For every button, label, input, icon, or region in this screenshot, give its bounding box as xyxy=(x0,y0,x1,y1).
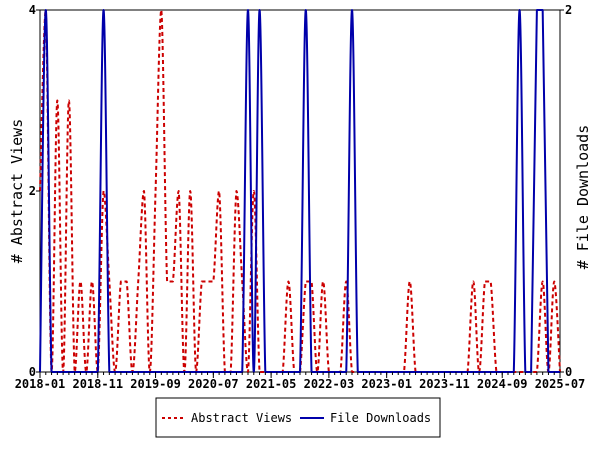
data-point-abstract-views xyxy=(167,281,168,282)
x-tick-label: 2020-07 xyxy=(188,377,239,391)
data-point-abstract-views xyxy=(120,281,121,282)
x-tick-label: 2023-01 xyxy=(361,377,412,391)
x-tick-label: 2019-09 xyxy=(130,377,181,391)
data-point-abstract-views xyxy=(219,190,220,191)
legend-box xyxy=(155,397,441,438)
data-point-file-downloads xyxy=(351,9,352,10)
data-point-abstract-views xyxy=(346,281,347,282)
data-point-abstract-views xyxy=(242,281,243,282)
left-tick-label: 0 xyxy=(29,365,36,379)
data-point-abstract-views xyxy=(161,9,162,10)
data-point-file-downloads xyxy=(536,9,537,10)
data-point-abstract-views xyxy=(178,190,179,191)
data-point-abstract-views xyxy=(201,281,202,282)
data-point-abstract-views xyxy=(109,281,110,282)
data-point-file-downloads xyxy=(103,9,104,10)
x-tick-label: 2021-05 xyxy=(246,377,297,391)
data-point-abstract-views xyxy=(190,190,191,191)
data-point-file-downloads xyxy=(542,9,543,10)
left-axis-label: # Abstract Views xyxy=(8,119,26,264)
data-point-file-downloads xyxy=(519,9,520,10)
data-point-abstract-views xyxy=(409,281,410,282)
data-point-abstract-views xyxy=(91,281,92,282)
right-tick-label: 2 xyxy=(565,3,572,17)
legend-label-file-downloads: File Downloads xyxy=(330,411,431,425)
data-point-file-downloads xyxy=(247,9,248,10)
data-point-abstract-views xyxy=(288,281,289,282)
data-point-abstract-views xyxy=(68,100,69,101)
x-tick-label: 2018-11 xyxy=(72,377,123,391)
data-point-file-downloads xyxy=(305,9,306,10)
legend: Abstract Views File Downloads xyxy=(155,397,441,438)
x-tick-label: 2025-07 xyxy=(535,377,586,391)
data-point-abstract-views xyxy=(305,281,306,282)
plot-frame xyxy=(39,9,561,373)
data-point-abstract-views xyxy=(172,281,173,282)
data-point-abstract-views xyxy=(542,281,543,282)
right-tick-label: 0 xyxy=(565,365,572,379)
left-tick-label: 2 xyxy=(29,184,36,198)
data-point-abstract-views xyxy=(311,281,312,282)
data-point-abstract-views xyxy=(213,281,214,282)
data-point-abstract-views xyxy=(155,190,156,191)
data-point-abstract-views xyxy=(473,281,474,282)
data-point-abstract-views xyxy=(554,281,555,282)
data-point-abstract-views xyxy=(143,190,144,191)
data-point-abstract-views xyxy=(236,190,237,191)
data-point-abstract-views xyxy=(103,190,104,191)
data-point-abstract-views xyxy=(323,281,324,282)
x-tick-label: 2024-09 xyxy=(477,377,528,391)
data-point-abstract-views xyxy=(253,190,254,191)
data-point-abstract-views xyxy=(490,281,491,282)
right-axis-label: # File Downloads xyxy=(574,125,592,270)
x-tick-label: 2023-11 xyxy=(419,377,470,391)
left-tick-label: 4 xyxy=(29,3,36,17)
legend-label-abstract-views: Abstract Views xyxy=(191,411,292,425)
data-point-abstract-views xyxy=(126,281,127,282)
x-tick-label: 2018-01 xyxy=(15,377,66,391)
data-point-abstract-views xyxy=(484,281,485,282)
data-point-abstract-views xyxy=(138,281,139,282)
data-point-abstract-views xyxy=(207,281,208,282)
data-point-file-downloads xyxy=(45,9,46,10)
data-point-abstract-views xyxy=(80,281,81,282)
data-point-file-downloads xyxy=(259,9,260,10)
data-point-abstract-views xyxy=(57,100,58,101)
x-tick-label: 2022-03 xyxy=(304,377,355,391)
axes-layer: 0 2 4 0 2 2018-01 2018-11 2019-09 2020-07 2021-05… xyxy=(15,3,586,391)
